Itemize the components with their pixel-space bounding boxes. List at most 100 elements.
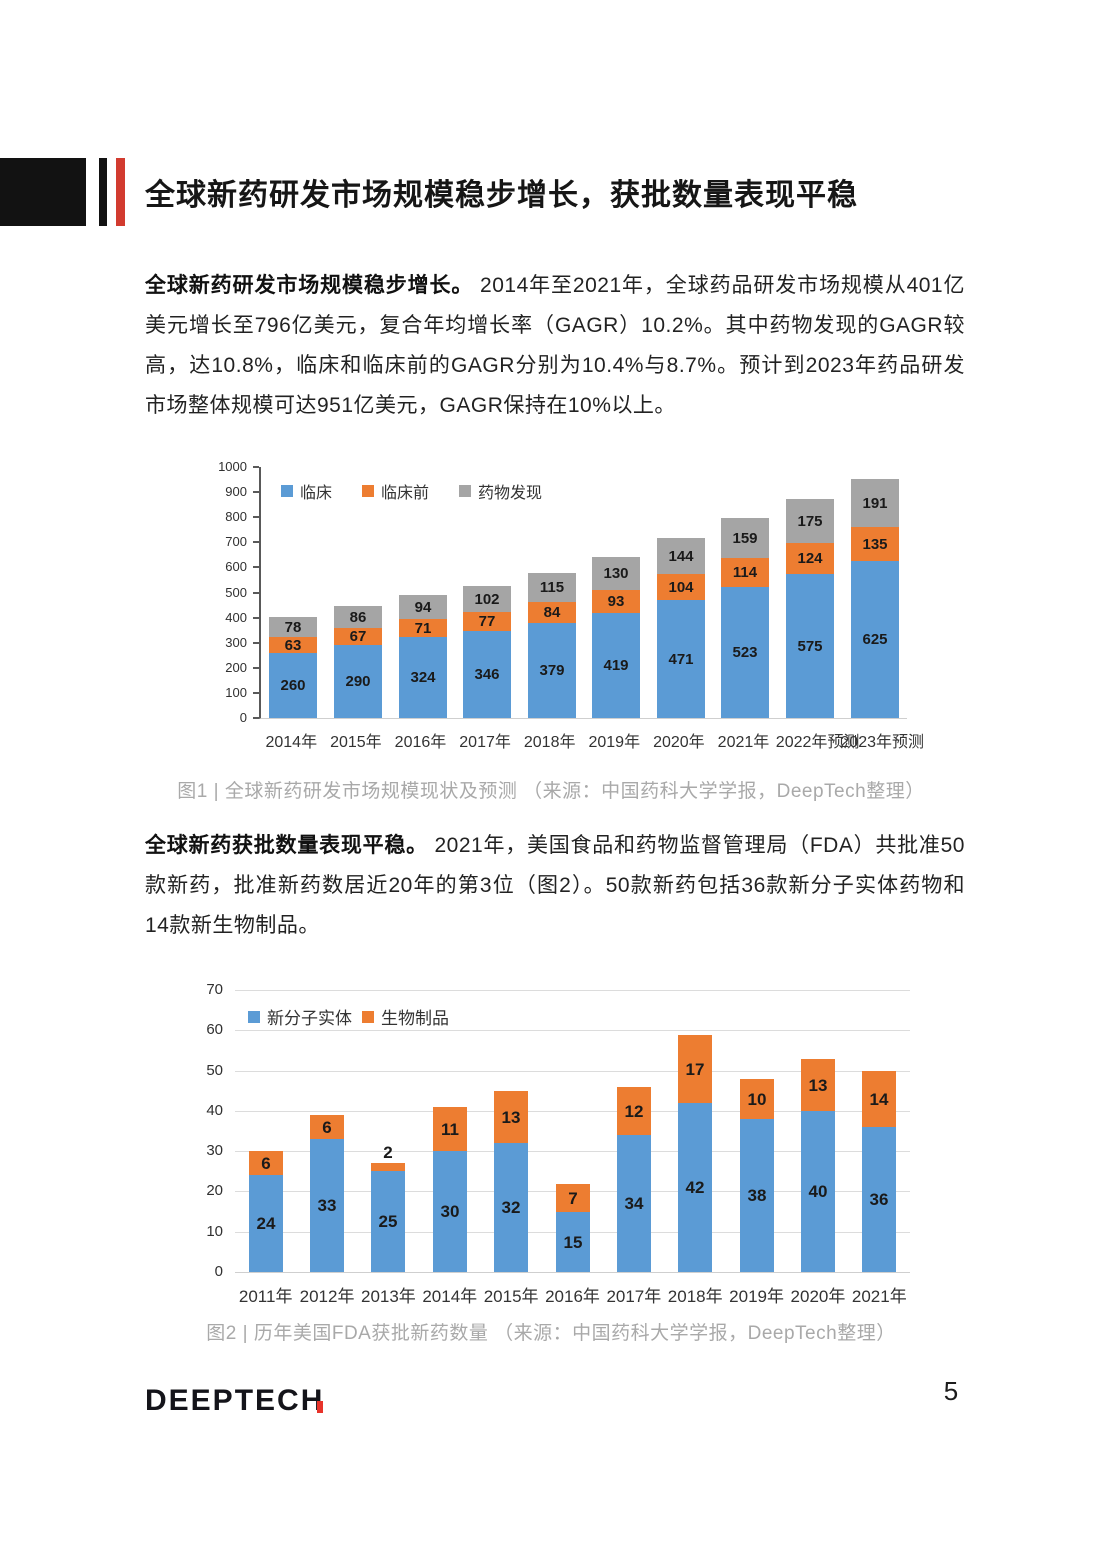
bar-value-label: 324 <box>410 669 436 686</box>
plot-area: 24 6 33 6 25 2 30 11 32 13 15 7 34 12 42 17 38 10 40 13 36 14… <box>235 990 910 1273</box>
x-tick-label: 2023年预测 <box>840 734 924 751</box>
bar-segment: 104 <box>657 574 705 600</box>
bar-segment: 13 <box>494 1091 528 1143</box>
y-tick-label: 20 <box>206 1182 223 1200</box>
bar-segment: 11 <box>433 1107 467 1151</box>
y-tick-label: 30 <box>206 1142 223 1160</box>
bar-value-label: 11 <box>441 1119 459 1139</box>
x-tick-label: 2022年预测 <box>775 734 860 751</box>
bar-stack: 36 14 <box>862 1071 896 1272</box>
bar-segment: 575 <box>786 574 834 718</box>
axis-tick <box>253 691 259 694</box>
x-tick-label: 2021年 <box>851 1287 907 1306</box>
bar-segment: 17 <box>678 1035 712 1103</box>
axis-tick <box>253 466 259 468</box>
bar-value-label: 104 <box>668 578 694 596</box>
x-tick-label: 2019年 <box>588 734 641 751</box>
bar-value-label: 17 <box>685 1059 705 1079</box>
axis-tick <box>253 591 259 594</box>
legend-swatch <box>362 1010 374 1023</box>
bar-value-label: 124 <box>797 550 823 567</box>
legend-item: 生物制品 <box>362 1004 449 1029</box>
x-tick-label: 2016年 <box>394 734 447 751</box>
bar-segment: 78 <box>269 617 317 637</box>
x-tick-label: 2017年 <box>606 1287 662 1306</box>
legend-label: 药物发现 <box>478 485 543 502</box>
bar-value-label: 290 <box>345 673 371 690</box>
bar-segment: 10 <box>740 1079 774 1119</box>
bar-value-label: 42 <box>685 1178 705 1197</box>
bar-value-label: 14 <box>869 1089 889 1109</box>
legend-item: 药物发现 <box>459 479 542 503</box>
bar-value-label: 33 <box>317 1196 337 1215</box>
page-number: 5 <box>943 1376 959 1406</box>
x-tick-label: 2013年 <box>360 1287 416 1306</box>
bar-value-label: 6 <box>261 1153 271 1173</box>
bar-segment: 42 <box>678 1103 712 1272</box>
bar-segment: 471 <box>657 600 705 718</box>
bar-value-label: 523 <box>732 644 758 661</box>
y-tick-label: 1000 <box>218 459 247 474</box>
bar-value-label: 38 <box>747 1186 767 1205</box>
bar-stack: 38 10 <box>740 1079 774 1272</box>
legend-label: 临床 <box>300 485 333 502</box>
bar-value-label: 32 <box>501 1198 521 1217</box>
bar-stack: 30 11 <box>433 1107 467 1272</box>
bar-stack: 24 6 <box>249 1151 283 1272</box>
bar-segment: 25 <box>371 1171 405 1272</box>
bar-segment: 32 <box>494 1143 528 1272</box>
bar-segment: 24 <box>249 1175 283 1272</box>
bar-stack: 379 84 115 <box>528 573 576 718</box>
bar-stack: 40 13 <box>801 1059 835 1272</box>
legend-label: 新分子实体 <box>267 1009 352 1028</box>
bar-stack: 15 7 <box>556 1184 590 1272</box>
bar-segment: 124 <box>786 543 834 574</box>
bar-segment: 625 <box>851 561 899 718</box>
bar-value-label: 24 <box>256 1214 276 1233</box>
bar-value-label: 78 <box>284 618 302 636</box>
gridline <box>235 1111 910 1112</box>
gridline <box>235 990 910 991</box>
x-tick-label: 2020年 <box>653 734 705 751</box>
page-title: 全球新药研发市场规模稳步增长，获批数量表现平稳 <box>145 179 858 212</box>
bar-segment: 30 <box>433 1151 467 1272</box>
axis-tick <box>253 541 259 544</box>
bar-segment: 419 <box>592 613 640 718</box>
x-tick-label: 2017年 <box>459 734 511 751</box>
bar-value-label: 10 <box>747 1089 767 1109</box>
bar-value-label: 191 <box>862 494 888 512</box>
bar-segment: 67 <box>334 628 382 645</box>
legend-label: 生物制品 <box>381 1009 449 1028</box>
axis-tick <box>253 641 259 644</box>
bar-segment: 346 <box>463 631 511 718</box>
bar-value-label: 130 <box>603 565 629 582</box>
bar-stack: 419 93 130 <box>592 557 640 718</box>
paragraph-market-growth: 全球新药研发市场规模稳步增长。 2014年至2021年，全球药品研发市场规模从4… <box>145 266 965 426</box>
bar-value-label: 13 <box>808 1075 828 1095</box>
bar-segment: 159 <box>721 518 769 558</box>
bar-segment: 12 <box>617 1087 651 1135</box>
chart-rd-market-size: 260 63 78 290 67 86 324 71 94 346 77 102 379 84 115 419… <box>214 459 924 760</box>
bar-value-label: 30 <box>440 1202 460 1221</box>
bar-segment: 63 <box>269 637 317 653</box>
bar-value-label: 12 <box>624 1101 644 1121</box>
bar-value-label: 114 <box>732 564 758 581</box>
bar-segment: 290 <box>334 645 382 718</box>
figure1-caption: 图1 | 全球新药研发市场规模现状及预测 （来源：中国药科大学学报，DeepTe… <box>177 781 925 802</box>
bar-segment: 86 <box>334 606 382 628</box>
gridline <box>235 1071 910 1072</box>
bar-stack: 25 2 <box>371 1144 405 1272</box>
bar-segment: 523 <box>721 587 769 718</box>
bar-value-label: 575 <box>797 637 823 655</box>
bar-stack: 625 135 191 <box>851 479 899 718</box>
bar-stack: 471 104 144 <box>657 538 705 718</box>
x-tick-label: 2021年 <box>717 734 770 751</box>
y-tick-label: 0 <box>214 1263 223 1280</box>
bar-stack: 523 114 159 <box>721 518 769 718</box>
bar-value-label: 13 <box>501 1107 521 1127</box>
bar-segment: 33 <box>310 1139 344 1272</box>
bar-segment: 135 <box>851 527 899 561</box>
x-tick-label: 2014年 <box>422 1287 478 1306</box>
legend-item: 临床前 <box>362 479 429 503</box>
